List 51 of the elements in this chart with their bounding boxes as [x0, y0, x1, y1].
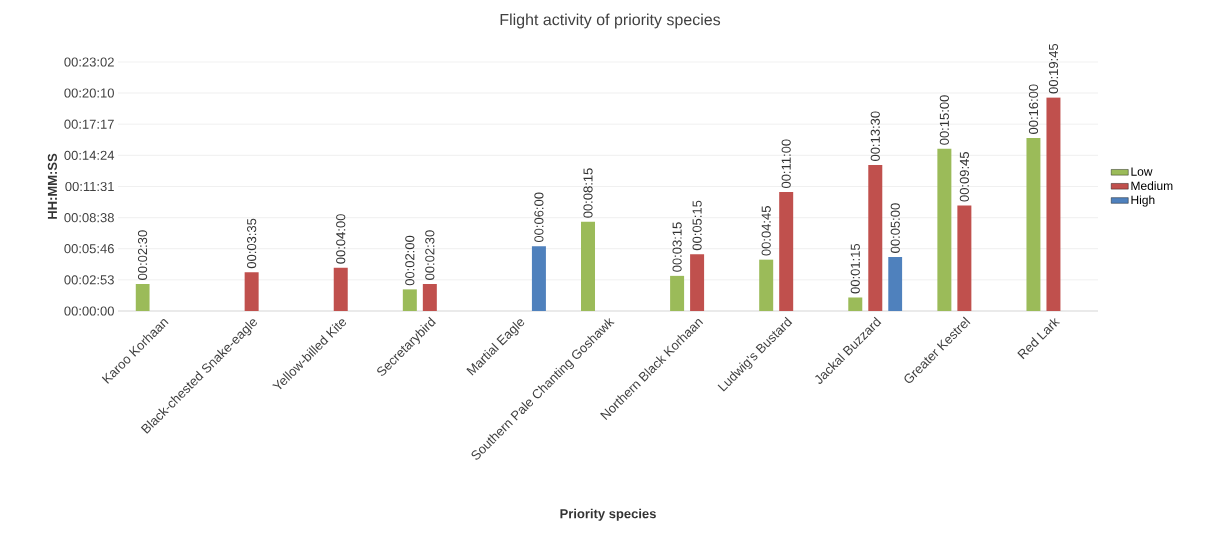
data-label: 00:01:15 — [850, 243, 860, 294]
bar — [402, 289, 417, 311]
y-tick-label: 00:23:02 — [64, 57, 114, 67]
y-tick-label: 00:11:31 — [65, 181, 114, 192]
bar — [1046, 97, 1061, 311]
y-tick-label: 00:00:00 — [64, 306, 114, 316]
data-label: 00:19:45 — [1048, 43, 1059, 94]
bar — [779, 192, 794, 311]
chart-title: Flight activity of priority species — [500, 13, 721, 29]
y-axis-title: HH:MM:SS — [47, 153, 57, 219]
bar — [531, 246, 546, 311]
bar — [868, 165, 883, 311]
data-label: 00:02:30 — [425, 230, 435, 280]
data-label: 00:16:00 — [1028, 84, 1039, 134]
x-axis-title: Priority species — [560, 508, 656, 521]
data-label: 00:08:15 — [583, 168, 593, 218]
data-label: 00:13:30 — [870, 111, 880, 162]
bar — [937, 148, 952, 311]
y-tick-label: 00:02:53 — [64, 275, 114, 285]
data-label: 00:11:00 — [781, 139, 791, 189]
bar — [581, 221, 596, 311]
bar — [333, 267, 348, 311]
bar — [888, 256, 903, 311]
data-label: 00:04:00 — [336, 214, 346, 264]
bar — [957, 205, 972, 311]
data-label: 00:09:45 — [959, 152, 969, 202]
y-tick-label: 00:20:10 — [64, 88, 114, 98]
bar — [422, 283, 437, 311]
legend-label: High — [1131, 195, 1155, 207]
y-tick-label: 00:14:24 — [64, 150, 115, 160]
data-label: 00:05:15 — [692, 200, 702, 251]
bar — [848, 297, 863, 311]
bar — [135, 283, 150, 311]
data-label: 00:15:00 — [939, 95, 949, 145]
bar — [1026, 138, 1041, 311]
data-label: 00:03:15 — [672, 222, 682, 272]
legend-label: Medium — [1131, 181, 1173, 190]
data-label: 00:05:00 — [890, 203, 900, 253]
bar — [244, 272, 259, 311]
legend-label: Low — [1131, 167, 1153, 176]
y-tick-label: 00:05:46 — [64, 244, 114, 254]
data-label: 00:02:00 — [405, 235, 415, 286]
data-label: 00:03:35 — [247, 218, 257, 269]
data-label: 00:02:30 — [137, 230, 148, 280]
bar — [759, 259, 774, 311]
data-label: 00:04:45 — [761, 206, 771, 256]
bar — [690, 254, 705, 311]
y-tick-label: 00:17:17 — [64, 119, 114, 129]
data-label: 00:06:00 — [534, 192, 544, 243]
y-tick-label: 00:08:38 — [64, 213, 114, 223]
bar — [670, 275, 685, 311]
